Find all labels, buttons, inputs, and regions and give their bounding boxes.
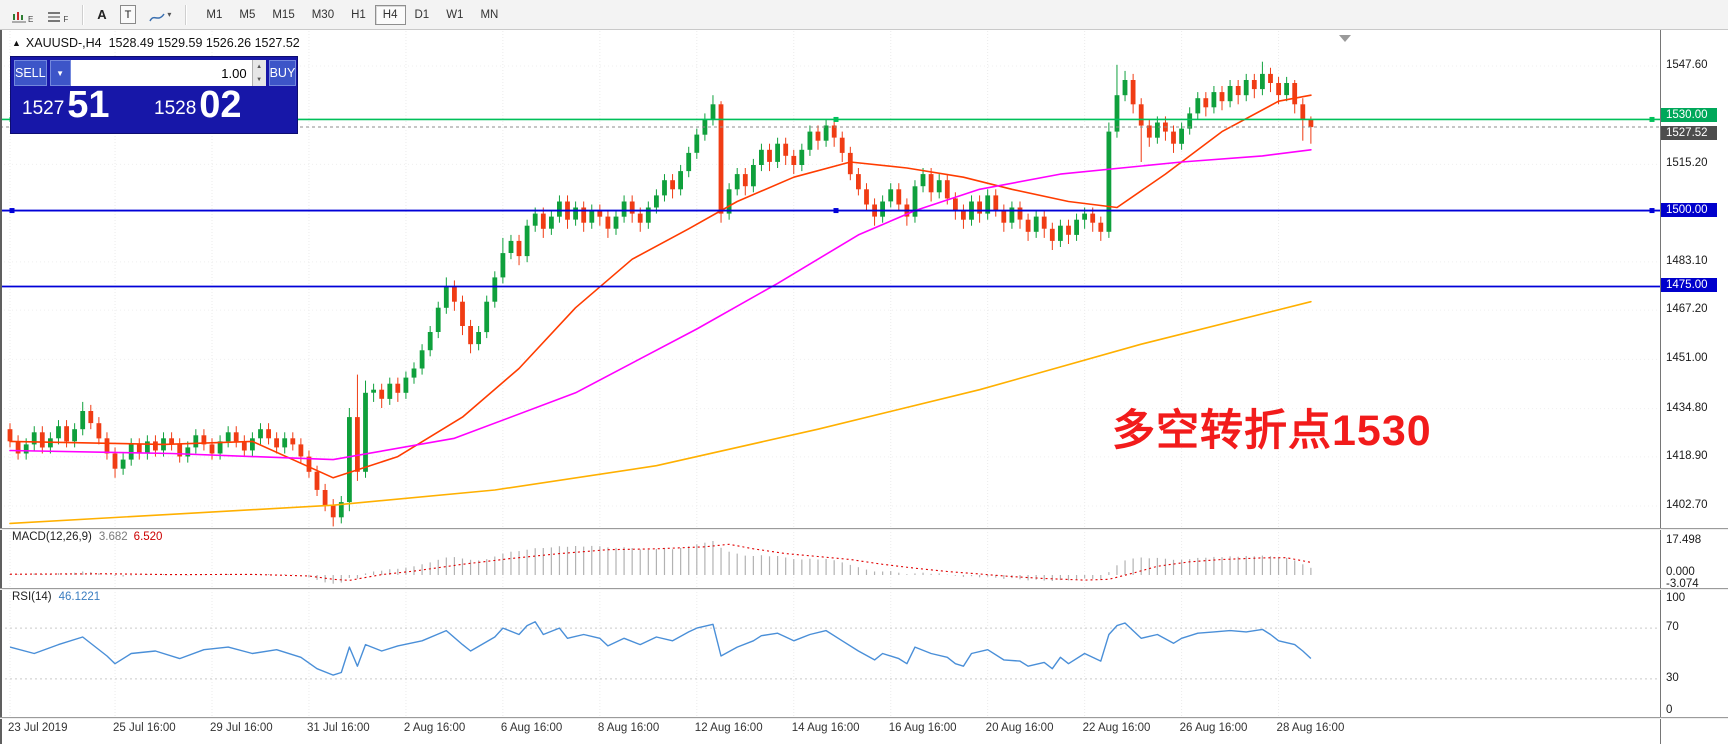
- candlestick-chart-icon[interactable]: E: [6, 3, 39, 27]
- one-click-trading-panel: SELL ▼ ▲ ▼ BUY 1527 51 1528 02: [11, 57, 297, 133]
- tool-subscript: E: [28, 14, 34, 24]
- price-axis-label: 1547.60: [1666, 59, 1708, 71]
- time-axis-label[interactable]: 6 Aug 16:00: [500, 722, 563, 734]
- price-axis-label: 1418.90: [1666, 449, 1708, 462]
- trade-controls-row: SELL ▼ ▲ ▼ BUY: [14, 60, 297, 86]
- price-axis-label: 1434.80: [1666, 401, 1708, 414]
- macd-name: MACD(12,26,9): [12, 531, 92, 543]
- time-axis-label[interactable]: 29 Jul 16:00: [210, 722, 273, 734]
- price-axis-label: 1467.20: [1666, 303, 1708, 316]
- macd-main-value: 3.682: [98, 531, 128, 543]
- chart-text-annotation: 多空转折点1530: [1112, 407, 1432, 455]
- volume-input[interactable]: [70, 60, 252, 86]
- buy-price-small: 1528: [154, 98, 197, 120]
- volume-stepper: ▲ ▼: [251, 60, 266, 86]
- price-axis-label: 1515.20: [1666, 157, 1708, 170]
- hline-1530-badge: 1530.00: [1661, 108, 1717, 123]
- timeframe-button-h1[interactable]: H1: [343, 5, 374, 25]
- symbol-marker-icon: ▲: [12, 38, 21, 48]
- price-axis-label: 1402.70: [1666, 499, 1708, 512]
- line-studies-tool-icon[interactable]: ▾: [143, 3, 177, 27]
- rsi-name: RSI(14): [12, 591, 52, 603]
- ohlc-values: 1528.49 1529.59 1526.26 1527.52: [108, 36, 300, 50]
- volume-decrease-button[interactable]: ▼: [252, 73, 266, 86]
- window-left-edge: [0, 30, 2, 744]
- time-axis-label[interactable]: 16 Aug 16:00: [888, 722, 957, 734]
- macd-signal-value: 6.520: [133, 531, 163, 543]
- mini-candles-glyph: [12, 11, 26, 22]
- timeframe-button-w1[interactable]: W1: [438, 5, 471, 25]
- hline-1500-badge: 1500.00: [1661, 202, 1717, 217]
- timeframe-button-d1[interactable]: D1: [407, 5, 438, 25]
- price-axis-label: 1483.10: [1666, 254, 1708, 267]
- macd-axis-label: 17.498: [1666, 534, 1702, 546]
- rsi-axis-label: 70: [1666, 621, 1679, 634]
- time-axis-label[interactable]: 23 Jul 2019: [8, 722, 68, 734]
- toolbar-separator: [185, 4, 187, 25]
- dropdown-caret-icon: ▾: [167, 10, 172, 19]
- sell-price: 1527 51: [22, 84, 154, 126]
- buy-price: 1528 02: [154, 84, 286, 126]
- timeframe-button-h4[interactable]: H4: [374, 4, 406, 25]
- text-box-tool-icon[interactable]: T: [119, 5, 137, 24]
- price-axis[interactable]: [1660, 30, 1728, 744]
- time-axis-label[interactable]: 8 Aug 16:00: [597, 722, 660, 734]
- sell-price-small: 1527: [22, 98, 65, 120]
- timeframe-button-m1[interactable]: M1: [198, 5, 230, 25]
- time-axis-label[interactable]: 31 Jul 16:00: [306, 722, 370, 734]
- macd-axis-label: -3.074: [1666, 577, 1699, 590]
- macd-axis-label: 0.000: [1666, 566, 1695, 578]
- time-axis-label[interactable]: 28 Aug 16:00: [1276, 722, 1345, 734]
- hline-1475-badge: 1475.00: [1661, 278, 1717, 293]
- time-axis-label[interactable]: 25 Jul 16:00: [113, 722, 176, 734]
- macd-indicator-label: MACD(12,26,9) 3.682 6.520: [12, 531, 162, 543]
- mini-list-glyph: [48, 11, 61, 22]
- timeframe-button-m15[interactable]: M15: [264, 5, 302, 25]
- volume-dropdown-button[interactable]: ▼: [49, 60, 71, 86]
- pane-separator: [0, 717, 1728, 719]
- sell-price-big: 51: [67, 84, 110, 126]
- pane-separator[interactable]: [0, 588, 1728, 590]
- chart-title: ▲ XAUUSD-,H4 1528.49 1529.59 1526.26 1527…: [12, 36, 300, 50]
- rsi-value: 46.1221: [58, 591, 101, 603]
- time-axis-label[interactable]: 14 Aug 16:00: [791, 722, 860, 734]
- sell-button[interactable]: SELL: [14, 60, 47, 86]
- volume-control: ▼ ▲ ▼: [49, 60, 266, 86]
- rsi-axis-label: 0: [1666, 704, 1673, 716]
- rsi-axis-label: 30: [1666, 671, 1679, 684]
- rsi-axis-label: 100: [1666, 592, 1686, 604]
- time-axis-label[interactable]: 26 Aug 16:00: [1179, 722, 1248, 734]
- current-price-badge: 1527.52: [1661, 125, 1717, 140]
- time-axis-label[interactable]: 20 Aug 16:00: [985, 722, 1054, 734]
- toolbar-separator: [82, 4, 84, 25]
- text-label-tool-icon[interactable]: A: [91, 3, 112, 27]
- timeframe-toolbar: M1 M5 M15 M30 H1 H4 D1 W1 MN: [198, 4, 506, 25]
- time-axis-label[interactable]: 2 Aug 16:00: [403, 722, 466, 734]
- trade-prices-row: 1527 51 1528 02: [14, 84, 294, 126]
- time-axis-label[interactable]: 12 Aug 16:00: [694, 722, 763, 734]
- buy-price-big: 02: [199, 84, 242, 126]
- symbol-period-label: XAUUSD-,H4: [25, 36, 102, 50]
- pane-separator[interactable]: [0, 528, 1728, 530]
- squiggle-glyph: [149, 13, 165, 21]
- indicator-list-icon[interactable]: F: [41, 3, 74, 27]
- price-axis-label: 1451.00: [1666, 352, 1708, 365]
- top-toolbar: E F A T ▾ M1 M5 M15 M30 H1 H4 D1 W1 MN: [0, 0, 1728, 30]
- rsi-indicator-label: RSI(14) 46.1221: [12, 591, 100, 603]
- tool-subscript: F: [63, 14, 69, 24]
- timeframe-button-m30[interactable]: M30: [304, 5, 342, 25]
- timeframe-button-mn[interactable]: MN: [472, 5, 506, 25]
- time-axis-label[interactable]: 22 Aug 16:00: [1082, 722, 1151, 734]
- buy-button[interactable]: BUY: [268, 60, 297, 86]
- timeframe-button-m5[interactable]: M5: [231, 5, 263, 25]
- volume-increase-button[interactable]: ▲: [252, 60, 266, 73]
